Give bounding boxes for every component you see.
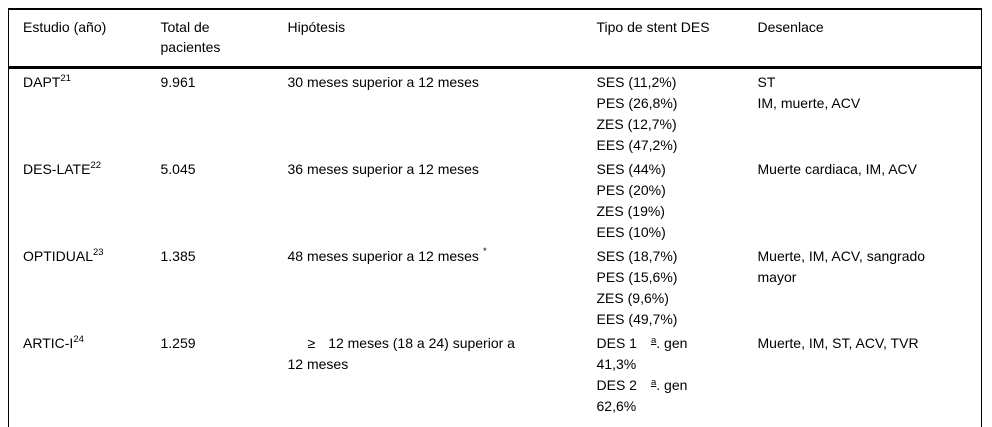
outcome-line: IM, muerte, ACV	[757, 95, 861, 111]
stent-line: EES (10%)	[596, 224, 666, 240]
hypothesis-cell: 36 meses superior a 12 meses	[288, 156, 597, 243]
outcome-line: Muerte cardiaca, IM, ACV	[757, 161, 918, 177]
total-cell: 1.385	[160, 248, 196, 264]
total-cell: 1.259	[160, 335, 196, 351]
col-header-desenlace: Desenlace	[757, 9, 982, 69]
outcome-line: Muerte, IM, ACV, sangrado	[757, 248, 926, 264]
stent-line: ZES (19%)	[596, 203, 665, 219]
study-name: OPTIDUAL	[23, 248, 94, 264]
stent-line: EES (47,2%)	[596, 137, 678, 153]
total-cell: 9.961	[160, 74, 196, 90]
col-header-total: Total de pacientes	[160, 9, 288, 69]
hypothesis-cell: ≥12 meses (18 a 24) superior a 12 meses	[288, 330, 597, 427]
table-row: ARTIC-I24 1.259 ≥12 meses (18 a 24) superi…	[9, 330, 982, 427]
hypothesis-line: ≥12 meses (18 a 24) superior a	[307, 335, 515, 351]
outcome-cell: Muerte cardiaca, IM, ACV	[758, 156, 982, 243]
table-row: DAPT21 9.961 30 meses superior a 12 meses S…	[9, 68, 982, 157]
citation-sup: 22	[90, 160, 102, 171]
stent-line: SES (44%)	[596, 161, 666, 177]
study-cell: DAPT21	[9, 68, 161, 157]
outcome-line: Muerte, IM, ST, ACV, TVR	[757, 335, 919, 351]
table-row: DES-LATE22 5.045 36 meses superior a 12 me…	[9, 156, 982, 243]
stent-line: PES (15,6%)	[596, 269, 678, 285]
study-name: DES-LATE	[23, 161, 91, 177]
stent-line: PES (20%)	[596, 182, 666, 198]
col-header-stent: Tipo de stent DES	[596, 9, 758, 69]
stent-line: DES 2 a. gen	[596, 377, 688, 393]
hypothesis-line: 12 meses	[287, 356, 349, 372]
study-cell: ARTIC-I24	[9, 330, 161, 427]
study-cell: OPTIDUAL23	[9, 243, 161, 330]
stent-cell: DES 1 a. gen 41,3% DES 2 a. gen 62,6%	[597, 330, 758, 427]
table-row: OPTIDUAL23 1.385 48 meses superior a 12 me…	[9, 243, 982, 330]
hypothesis-line: 48 meses superior a 12 meses *	[287, 246, 487, 264]
col-header-hipotesis: Hipótesis	[287, 9, 597, 69]
studies-table-container: Estudio (año) Total de pacientes Hipótes…	[8, 8, 982, 427]
hypothesis-cell: 30 meses superior a 12 meses	[288, 68, 597, 157]
stent-line: DES 1 a. gen	[596, 335, 688, 351]
stent-line: ZES (9,6%)	[596, 290, 669, 306]
stent-line: 41,3%	[596, 356, 637, 372]
outcome-line: mayor	[757, 269, 797, 285]
stent-line: SES (18,7%)	[596, 248, 678, 264]
outcome-cell: ST IM, muerte, ACV	[758, 68, 982, 157]
study-name: ARTIC-I	[23, 335, 74, 351]
asterisk-sup: *	[482, 246, 487, 257]
stent-line: PES (26,8%)	[596, 95, 678, 111]
gte-symbol: ≥	[307, 335, 316, 351]
table-header-row: Estudio (año) Total de pacientes Hipótes…	[8, 9, 982, 69]
outcome-line: ST	[757, 74, 776, 90]
study-cell: DES-LATE22	[9, 156, 161, 243]
hypothesis-line: 30 meses superior a 12 meses	[287, 74, 479, 90]
studies-table: Estudio (año) Total de pacientes Hipótes…	[8, 8, 982, 427]
stent-cell: SES (18,7%) PES (15,6%) ZES (9,6%) EES (49,…	[597, 243, 758, 330]
stent-line: SES (11,2%)	[596, 74, 677, 90]
citation-sup: 24	[73, 334, 84, 345]
hypothesis-line: 36 meses superior a 12 meses	[287, 161, 479, 177]
table-body: DAPT21 9.961 30 meses superior a 12 meses S…	[9, 68, 982, 427]
citation-sup: 23	[93, 247, 104, 258]
outcome-cell: Muerte, IM, ST, ACV, TVR	[758, 330, 982, 427]
total-cell: 5.045	[160, 161, 196, 177]
citation-sup: 21	[60, 73, 71, 84]
ordinal-sup: a	[650, 335, 657, 346]
ordinal-sup: a	[650, 377, 657, 388]
stent-line: ZES (12,7%)	[596, 116, 677, 132]
stent-line: EES (49,7%)	[596, 311, 678, 327]
col-header-estudio: Estudio (año)	[8, 9, 161, 69]
hypothesis-cell: 48 meses superior a 12 meses *	[288, 243, 597, 330]
stent-cell: SES (11,2%) PES (26,8%) ZES (12,7%) EES (47…	[597, 68, 758, 157]
study-name: DAPT	[23, 74, 61, 90]
outcome-cell: Muerte, IM, ACV, sangrado mayor	[758, 243, 982, 330]
stent-cell: SES (44%) PES (20%) ZES (19%) EES (10%)	[597, 156, 758, 243]
stent-line: 62,6%	[596, 398, 637, 414]
